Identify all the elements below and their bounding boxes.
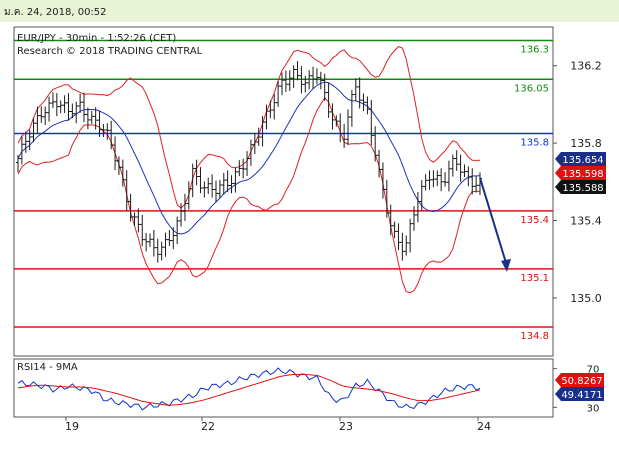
level-label-4: 135.1 [520, 273, 549, 284]
x-tick-label: 24 [477, 420, 491, 433]
main-plot: 136.3 136.05 135.8 135.4 135.1 134.8 135.0 135.… [14, 39, 606, 433]
rsi-series-1 [17, 374, 481, 406]
y-tick-label: 136.2 [570, 60, 602, 73]
rsi-badge-label-1: 49.4171 [561, 390, 602, 401]
rsi-y-tick-label: 30 [587, 403, 600, 414]
price-badge-label-2: 135.588 [562, 183, 603, 194]
rsi-series-0 [17, 367, 481, 411]
price-badge-2 [555, 180, 606, 194]
rsi-badge-label-0: 50.8267 [561, 376, 602, 387]
timestamp: ม.ค. 24, 2018, 00:52 [4, 7, 107, 18]
rsi-y-tick-label: 70 [587, 365, 600, 376]
x-tick-label: 22 [201, 420, 215, 433]
rsi-badge-1 [555, 387, 604, 401]
rsi-badge-0 [555, 373, 604, 387]
main-plot-frame [13, 26, 554, 357]
level-label-3: 135.4 [520, 215, 549, 226]
price-badge-label-1: 135.598 [562, 169, 603, 180]
bollinger-upper-line [17, 46, 481, 209]
forecast-arrow-shaft [479, 177, 507, 264]
price-badge-0 [555, 152, 606, 166]
timestamp-bar: ม.ค. 24, 2018, 00:52 [0, 0, 619, 22]
rsi-title: RSI14 - 9MA [17, 362, 78, 373]
level-label-5: 134.8 [520, 331, 549, 342]
y-tick-label: 135.0 [570, 292, 602, 305]
moving-average-line [17, 81, 481, 235]
level-label-1: 136.05 [514, 83, 549, 94]
bollinger-lower-line [17, 96, 481, 294]
price-badge-1 [555, 166, 606, 180]
y-tick-label: 135.4 [570, 215, 602, 228]
forecast-arrow-head [501, 258, 511, 272]
level-label-0: 136.3 [520, 45, 549, 56]
price-badge-label-0: 135.654 [562, 155, 603, 166]
chart-title: EUR/JPY - 30min - 1:52:26 (CET) [17, 33, 176, 44]
x-tick-label: 19 [65, 420, 79, 433]
level-label-2: 135.8 [520, 137, 549, 148]
x-tick-label: 23 [339, 420, 353, 433]
chart-subtitle: Research © 2018 TRADING CENTRAL [17, 46, 203, 57]
y-tick-label: 135.8 [570, 137, 602, 150]
